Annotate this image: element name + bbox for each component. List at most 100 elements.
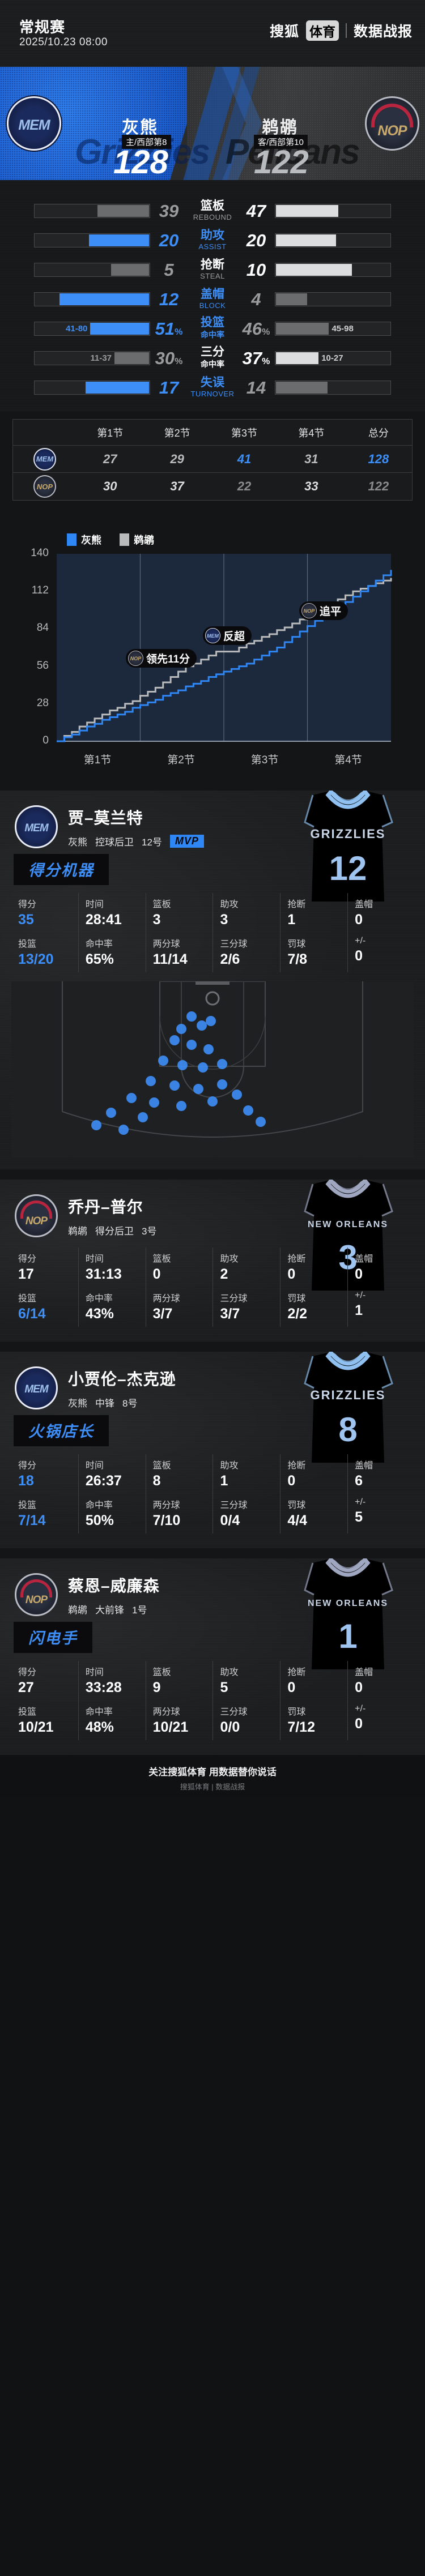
svg-text:NEW ORLEANS: NEW ORLEANS xyxy=(308,1599,388,1608)
home-team-meta: 主/西部第8 xyxy=(122,135,171,149)
stat-value-home: 51% xyxy=(155,318,183,339)
player-card[interactable]: MEM 贾–莫兰特 灰熊 控球后卫 12号 MVP GRIZZLIES 12 得分机器 得分 35 时… xyxy=(0,791,425,1169)
stat-value-away: 37% xyxy=(242,348,270,368)
stat-bar-home xyxy=(34,380,150,395)
svg-text:GRIZZLIES: GRIZZLIES xyxy=(311,827,386,841)
legend-swatch xyxy=(120,533,129,546)
stat-key: 投篮 xyxy=(18,1501,37,1510)
annotation-text: 领先11分 xyxy=(146,653,190,665)
player-stat-cell: 两分球 11/14 xyxy=(145,933,213,972)
player-stat-cell: 三分球 0/0 xyxy=(212,1701,280,1740)
stat-label: 盖帽 BLOCK xyxy=(199,288,226,310)
stat-bar-home: 11-37 xyxy=(34,351,150,365)
stat-key: 时间 xyxy=(85,1461,104,1471)
player-stat-cell: 三分球 3/7 xyxy=(212,1287,280,1327)
stat-value: 7/14 xyxy=(18,1513,46,1528)
stat-bar-fill xyxy=(276,352,319,364)
y-axis-tick: 0 xyxy=(42,734,49,746)
stat-value: 3 xyxy=(220,912,228,928)
chart-annotation: MEM 反超 xyxy=(203,626,252,645)
stat-value: 2/6 xyxy=(220,951,240,967)
player-stat-cell: 抢断 0 xyxy=(280,1454,347,1494)
home-team-score: 128 xyxy=(113,144,168,180)
stat-key: 得分 xyxy=(18,1668,37,1677)
stat-key: 得分 xyxy=(18,1254,37,1264)
player-stat-cell: 时间 28:41 xyxy=(78,893,146,933)
stat-key: 投篮 xyxy=(18,1294,37,1304)
stat-key: +/- xyxy=(355,936,366,946)
player-meta: 鹈鹕 大前锋 1号 xyxy=(68,1602,160,1616)
stat-key: 两分球 xyxy=(152,939,180,949)
stat-value-away: 4 xyxy=(251,289,261,309)
player-stat-cell: 盖帽 0 xyxy=(347,1661,415,1701)
stat-value: 0 xyxy=(355,1680,363,1695)
player-card[interactable]: MEM 小贾伦–杰克逊 灰熊 中锋 8号 GRIZZLIES 8 火锅店长 得分 18 时间 26:3… xyxy=(0,1352,425,1548)
away-team-score: 122 xyxy=(254,144,309,180)
stat-value: 33:28 xyxy=(85,1680,122,1695)
quarter-score-table: 第1节 第2节 第3节 第4节 总分 MEM 27 29 41 31 128 NOP 30 37 22 33 1… xyxy=(12,419,413,501)
player-card[interactable]: NOP 蔡恩–威廉森 鹈鹕 大前锋 1号 NEW ORLEANS 1 闪电手 得分 27 时间 33:… xyxy=(0,1558,425,1755)
chart-svg xyxy=(57,554,392,742)
stat-bar-fill xyxy=(276,381,328,394)
player-team: 灰熊 xyxy=(68,1398,87,1409)
stat-value-away: 10 xyxy=(246,259,266,280)
stat-bar-fill xyxy=(276,322,329,335)
player-info: 乔丹–普尔 鹈鹕 得分后卫 3号 xyxy=(68,1195,156,1237)
stat-value: 0 xyxy=(355,912,363,928)
player-tagline: 火锅店长 xyxy=(14,1415,109,1446)
stat-key: 命中率 xyxy=(85,1707,113,1717)
player-stat-cell: 得分 27 xyxy=(10,1661,78,1701)
stat-label: 篮板 REBOUND xyxy=(193,199,232,221)
player-stat-cell: 罚球 4/4 xyxy=(280,1494,347,1533)
player-team-logo: MEM xyxy=(15,1366,58,1409)
stat-key: 两分球 xyxy=(152,1294,180,1304)
player-stat-cell: 抢断 0 xyxy=(280,1661,347,1701)
stat-key: 罚球 xyxy=(287,1707,306,1717)
player-stat-cell: 时间 31:13 xyxy=(78,1248,146,1287)
player-stat-cell: 篮板 9 xyxy=(145,1661,213,1701)
player-stat-row: 得分 35 时间 28:41 篮板 3 助攻 3 抢断 1 盖帽 0 xyxy=(10,893,415,933)
player-stat-cell: 盖帽 0 xyxy=(347,1248,415,1287)
player-name: 蔡恩–威廉森 xyxy=(68,1577,160,1595)
svg-text:8: 8 xyxy=(338,1411,357,1449)
page-footer: 关注搜狐体育 用数据替你说话 搜狐体育 | 数据战报 xyxy=(0,1755,425,1797)
stat-fraction-home: 11-37 xyxy=(90,353,112,363)
stat-key: 命中率 xyxy=(85,1501,113,1510)
player-number: 12号 xyxy=(142,836,162,848)
stat-value: 7/10 xyxy=(152,1513,181,1528)
annotation-team-logo: NOP xyxy=(128,651,143,666)
svg-text:NEW ORLEANS: NEW ORLEANS xyxy=(308,1220,388,1229)
stat-value: 43% xyxy=(85,1306,114,1322)
player-stat-cell: 得分 18 xyxy=(10,1454,78,1494)
brand-logo: 搜狐 体育 数据战报 xyxy=(270,20,413,41)
table-cell: 27 xyxy=(103,451,117,466)
player-position: 大前锋 xyxy=(95,1604,124,1616)
home-team-logo: MEM xyxy=(7,96,61,151)
score-progression-section: 灰熊 鹈鹕 140 112 84 56 28 0 第1节 第2节 第3节 第4节 NOP 领先11分 MEM… xyxy=(0,501,425,791)
stat-value: 31:13 xyxy=(85,1266,122,1282)
svg-text:GRIZZLIES: GRIZZLIES xyxy=(311,1388,386,1402)
player-card[interactable]: NOP 乔丹–普尔 鹈鹕 得分后卫 3号 NEW ORLEANS 3 得分 17 时间 31:13 篮… xyxy=(0,1180,425,1342)
player-stat-cell: 投篮 13/20 xyxy=(10,933,78,972)
player-position: 控球后卫 xyxy=(95,836,134,848)
player-team: 灰熊 xyxy=(68,836,87,848)
column-header: 总分 xyxy=(368,427,389,439)
stat-value: 1 xyxy=(355,1302,363,1318)
player-stat-cell: 篮板 3 xyxy=(145,893,213,933)
table-cell: 29 xyxy=(170,451,184,466)
stat-label: 助攻 ASSIST xyxy=(198,229,227,251)
table-cell: 33 xyxy=(304,479,318,493)
player-stat-row: 投篮 7/14 命中率 50% 两分球 7/10 三分球 0/4 罚球 4/4 +/- 5 xyxy=(10,1494,415,1533)
player-stat-cell: 助攻 3 xyxy=(212,893,280,933)
y-axis-tick: 28 xyxy=(36,697,49,709)
stat-bar-home xyxy=(34,262,150,277)
player-team: 鹈鹕 xyxy=(68,1604,87,1616)
brand-divider xyxy=(345,23,347,38)
stat-row: 20 助攻 ASSIST 20 xyxy=(0,225,425,255)
chart-legend: 灰熊 鹈鹕 xyxy=(67,532,154,547)
player-team-logo: MEM xyxy=(15,805,58,848)
row-team-logo: MEM xyxy=(13,447,76,471)
stat-key: 时间 xyxy=(85,1668,104,1677)
player-stat-cell: 命中率 50% xyxy=(78,1494,146,1533)
stat-label: 三分 命中率 xyxy=(201,345,224,369)
